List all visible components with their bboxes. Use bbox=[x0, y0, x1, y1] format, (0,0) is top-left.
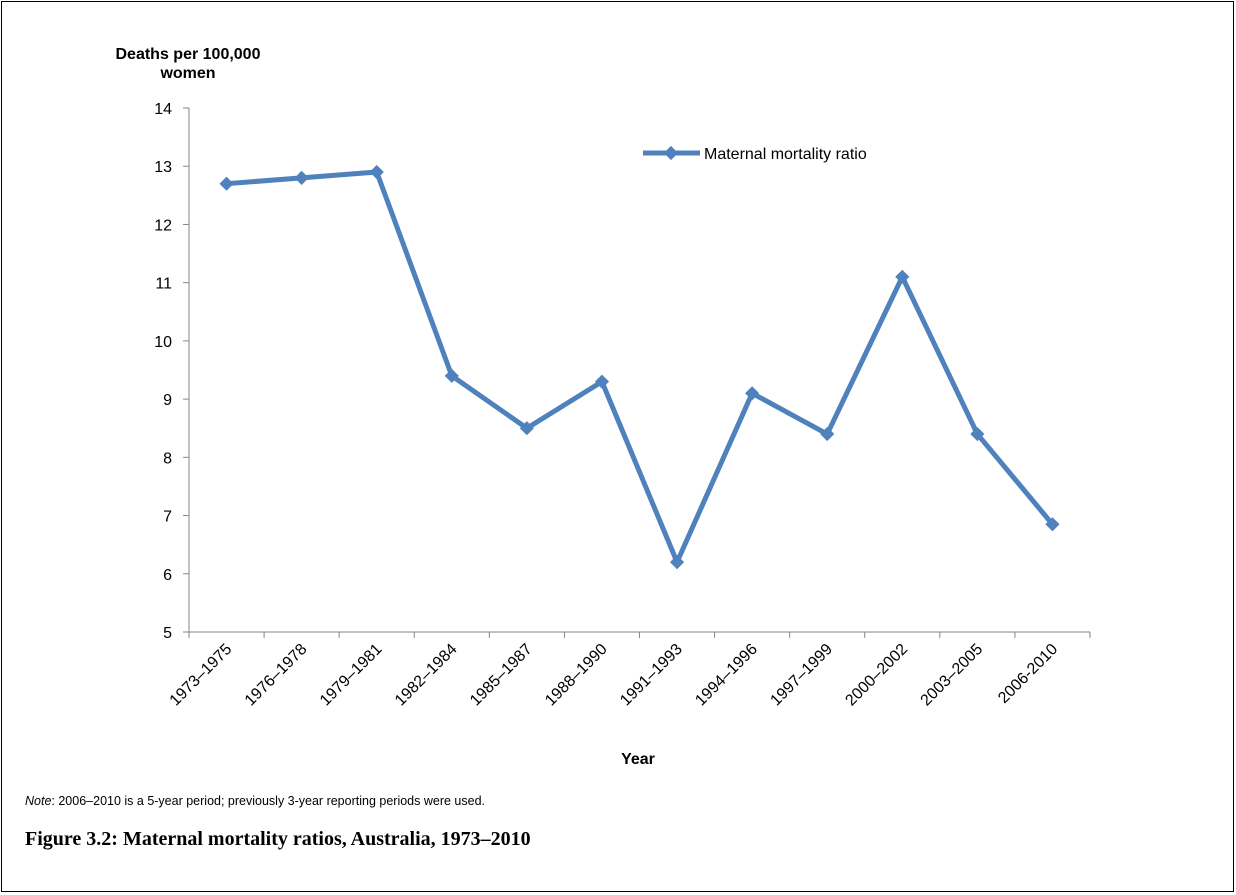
x-tick-label: 1991–1993 bbox=[617, 641, 686, 710]
y-tick-label: 9 bbox=[163, 392, 172, 409]
y-tick-label: 8 bbox=[163, 450, 172, 467]
y-tick-label: 10 bbox=[154, 334, 172, 351]
x-tick-label: 1979–1981 bbox=[317, 641, 386, 710]
data-point-marker bbox=[219, 176, 234, 191]
x-tick-label: 1997–1999 bbox=[767, 641, 836, 710]
line-chart: Deaths per 100,000 women 1973–1975 1976–1… bbox=[116, 46, 1091, 768]
data-point-marker bbox=[594, 374, 610, 389]
y-tick-label: 12 bbox=[154, 217, 172, 234]
legend-label: Maternal mortality ratio bbox=[704, 146, 867, 163]
y-tick-label: 11 bbox=[155, 276, 172, 293]
data-point-marker bbox=[294, 170, 309, 185]
data-point-marker bbox=[970, 426, 985, 442]
y-tick-label: 6 bbox=[163, 567, 172, 584]
y-tick-label: 5 bbox=[163, 625, 172, 642]
x-tick-labels: 1973–1975 1976–1978 1979–1981 1982–1984 1985… bbox=[167, 641, 1062, 710]
x-tick-label: 2006-2010 bbox=[995, 641, 1061, 707]
y-tick-label: 13 bbox=[154, 159, 172, 176]
figure-note: Note: 2006–2010 is a 5-year period; prev… bbox=[25, 794, 485, 808]
data-point-marker bbox=[444, 368, 459, 383]
y-axis-label-line1: Deaths per 100,000 bbox=[116, 46, 261, 63]
note-text: : 2006–2010 is a 5-year period; previous… bbox=[51, 794, 485, 808]
legend: Maternal mortality ratio bbox=[643, 145, 867, 163]
x-axis-label: Year bbox=[621, 751, 655, 768]
x-tick-label: 1976–1978 bbox=[242, 641, 311, 710]
x-tick-label: 1994–1996 bbox=[692, 641, 761, 710]
y-tick-label: 7 bbox=[163, 509, 172, 526]
y-tick-labels: 5 6 7 8 9 10 11 12 13 14 bbox=[154, 101, 172, 642]
x-tick-label: 2000–2002 bbox=[842, 641, 911, 710]
legend-marker bbox=[663, 145, 679, 161]
series-maternal-mortality bbox=[219, 164, 1060, 570]
x-tick-label: 1982–1984 bbox=[392, 641, 461, 710]
y-tick-label: 14 bbox=[154, 101, 172, 118]
data-point-marker bbox=[519, 421, 534, 436]
series-line bbox=[226, 169, 1055, 565]
data-point-marker bbox=[669, 555, 685, 570]
axes bbox=[183, 107, 1091, 638]
data-point-marker bbox=[820, 426, 835, 442]
x-tick-label: 2003–2005 bbox=[918, 641, 987, 710]
x-tick-label: 1985–1987 bbox=[467, 641, 536, 710]
figure-caption: Figure 3.2: Maternal mortality ratios, A… bbox=[25, 828, 531, 850]
y-axis-label-line2: women bbox=[159, 65, 215, 82]
x-tick-label: 1973–1975 bbox=[167, 641, 236, 710]
data-point-marker bbox=[369, 164, 384, 180]
x-tick-label: 1988–1990 bbox=[542, 641, 611, 710]
data-point-marker bbox=[895, 269, 910, 284]
note-label: Note bbox=[25, 794, 52, 808]
data-point-marker bbox=[1045, 517, 1060, 532]
data-point-marker bbox=[745, 386, 760, 401]
